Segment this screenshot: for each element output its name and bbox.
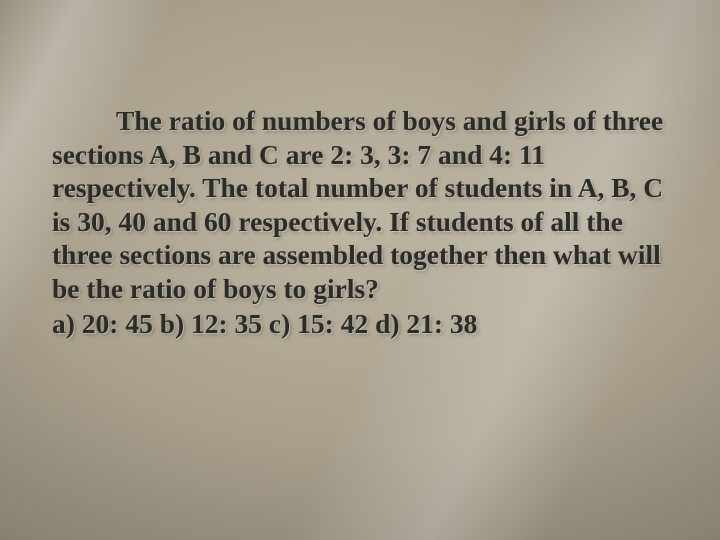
slide: The ratio of numbers of boys and girls o… (0, 0, 720, 540)
slide-body: The ratio of numbers of boys and girls o… (52, 104, 664, 341)
answer-options: a) 20: 45 b) 12: 35 c) 15: 42 d) 21: 38 (52, 307, 664, 341)
question-text: The ratio of numbers of boys and girls o… (52, 104, 664, 305)
